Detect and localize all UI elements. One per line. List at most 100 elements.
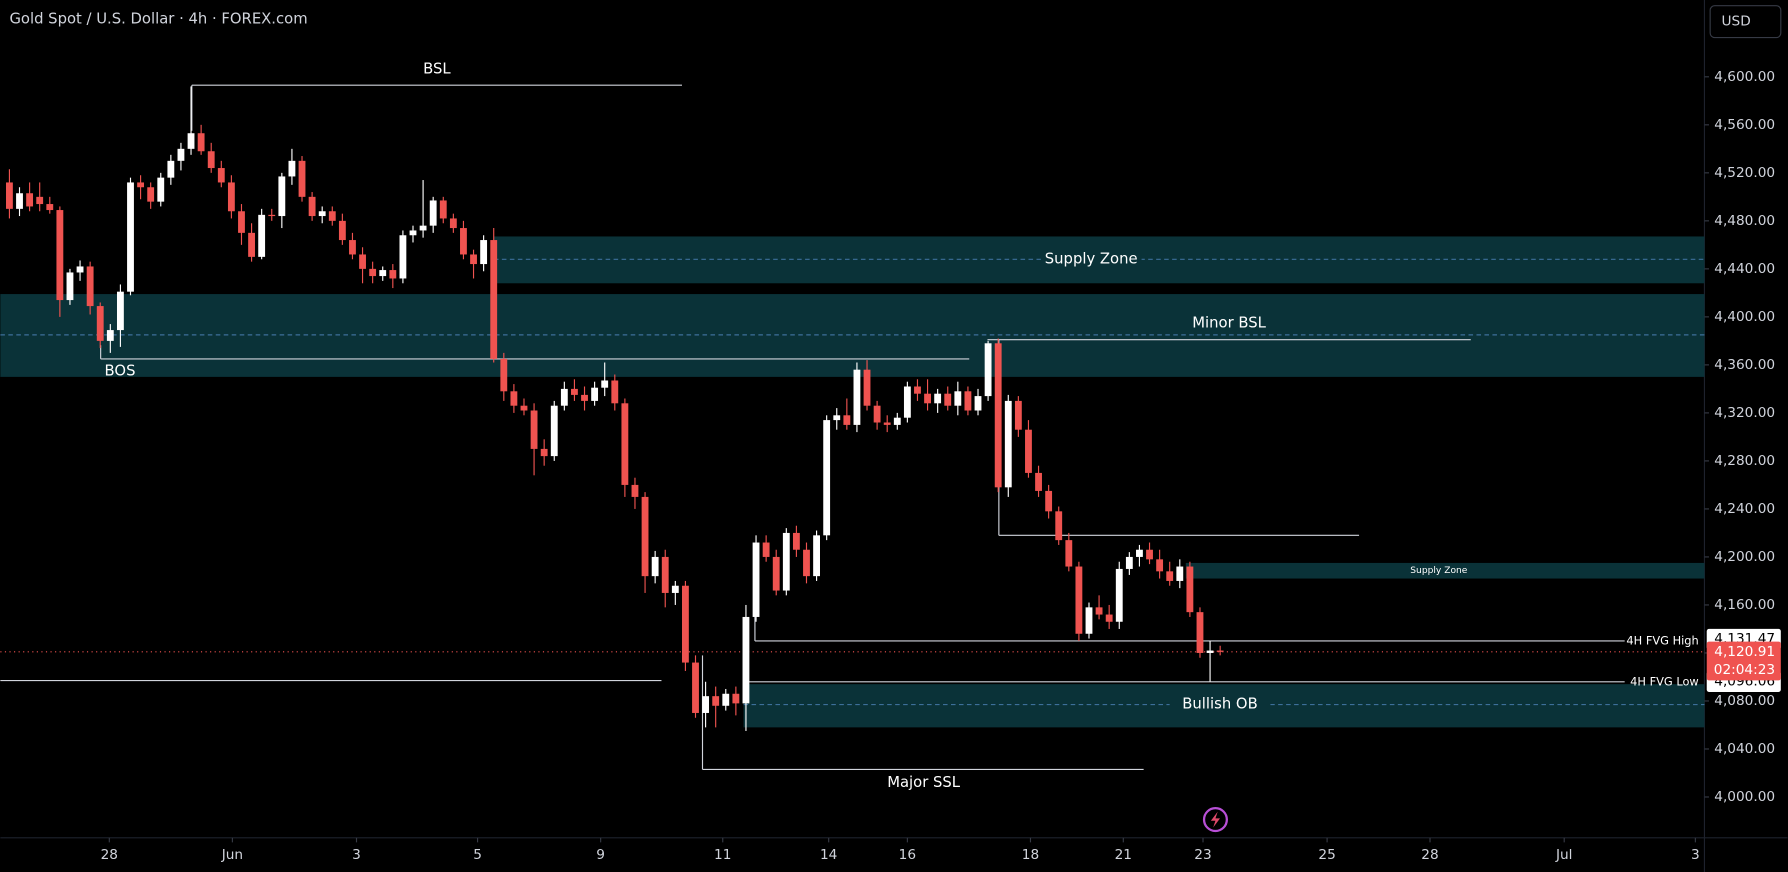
candle-body <box>258 214 266 257</box>
candle-body <box>1166 571 1174 581</box>
x-tick-label: 23 <box>1194 847 1211 863</box>
candle-body <box>651 556 659 577</box>
candle-body <box>954 391 962 406</box>
alert-icon[interactable] <box>1202 807 1228 833</box>
y-tick-label: 4,400.00 <box>1714 309 1775 325</box>
candle-body <box>550 405 558 457</box>
x-tick-label: 21 <box>1115 847 1132 863</box>
y-tick-label: 4,440.00 <box>1714 261 1775 277</box>
candle-body <box>1075 566 1083 634</box>
candle-body <box>1085 607 1093 634</box>
candle-body <box>1045 490 1053 512</box>
y-tick-label: 4,480.00 <box>1714 213 1775 229</box>
y-tick-label: 4,320.00 <box>1714 405 1775 421</box>
candle-body <box>1035 472 1042 491</box>
x-tick-label: 5 <box>473 847 482 863</box>
candle-body <box>460 228 467 255</box>
candle-body <box>278 176 286 217</box>
level-label: 4H FVG High <box>1626 633 1698 647</box>
candle-body <box>813 535 820 577</box>
candle-body <box>56 210 64 301</box>
candle-body <box>883 422 891 425</box>
currency-button[interactable] <box>1709 5 1782 39</box>
candle-body <box>1065 540 1073 567</box>
candle-body <box>621 403 629 485</box>
candle-body <box>540 448 548 457</box>
y-tick-label: 4,000.00 <box>1714 789 1775 805</box>
candle-body <box>1004 400 1012 488</box>
candle-body <box>429 200 437 226</box>
candle-body <box>36 196 44 205</box>
level-label: BOS <box>105 362 136 379</box>
zone-label-bg <box>1040 250 1142 269</box>
candle-body <box>893 417 901 425</box>
candle-body <box>782 532 790 591</box>
y-tick-label: 4,600.00 <box>1714 69 1775 85</box>
candle-body <box>772 556 780 591</box>
x-tick-label: 14 <box>820 847 837 863</box>
candle-body <box>106 330 114 341</box>
candle-body <box>903 386 911 418</box>
candle-body <box>359 254 366 269</box>
candle-body <box>389 270 397 279</box>
candle-body <box>298 160 306 197</box>
plot-area: Supply Zone Supply Zone Bullish OB BSL BOS Mi… <box>0 60 1705 791</box>
candle-body <box>86 266 94 307</box>
candle-body <box>762 542 770 557</box>
candle-body <box>974 396 982 411</box>
candle-body <box>1176 566 1184 581</box>
candle-body <box>671 585 679 593</box>
candle-body <box>409 230 417 236</box>
candle-body <box>369 268 377 277</box>
x-tick-label: 25 <box>1318 847 1335 863</box>
candle-body <box>419 225 427 231</box>
last-price-label: 4,120.91 <box>1714 644 1775 660</box>
candle-body <box>248 232 255 257</box>
chart-title: Gold Spot / U.S. Dollar · 4h · FOREX.com <box>9 10 307 27</box>
candle-body <box>1125 556 1133 569</box>
candle-body <box>480 240 488 265</box>
candle-body <box>994 343 1002 488</box>
candle-body <box>207 151 215 169</box>
zone <box>0 294 1705 377</box>
candle-body <box>1014 400 1022 430</box>
candle-body <box>924 393 931 404</box>
candle-body <box>631 484 639 497</box>
candle-body <box>853 369 861 425</box>
candle-body <box>712 696 720 706</box>
y-tick-label: 4,200.00 <box>1714 549 1775 565</box>
candle-body <box>702 696 710 713</box>
candle-body <box>470 254 477 265</box>
y-tick-label: 4,040.00 <box>1714 741 1775 757</box>
y-tick-label: 4,160.00 <box>1714 597 1775 613</box>
candle-body <box>641 496 649 577</box>
candle-body <box>217 168 225 183</box>
candle-body <box>16 193 23 209</box>
zone-label-bg <box>1407 565 1470 577</box>
level-label: 4H FVG Low <box>1630 674 1699 688</box>
currency-label[interactable]: USD <box>1722 14 1751 30</box>
candle-body <box>530 410 538 449</box>
candle-body <box>1156 559 1164 572</box>
candle-body <box>96 306 104 341</box>
x-tick-label: 16 <box>899 847 916 863</box>
candle-body <box>147 187 155 202</box>
candle-body <box>601 380 609 388</box>
x-tick-label: 3 <box>352 847 361 863</box>
countdown: 02:04:23 <box>1714 662 1775 678</box>
candle-body <box>167 160 175 178</box>
candle-body <box>732 693 740 704</box>
candle-body <box>187 133 195 149</box>
candle-body <box>308 196 316 217</box>
y-tick-label: 4,080.00 <box>1714 693 1775 709</box>
candle-body <box>681 585 689 663</box>
y-tick-label: 4,360.00 <box>1714 357 1775 373</box>
candle-body <box>268 214 276 217</box>
candle-body <box>833 415 841 421</box>
candle-body <box>6 182 13 209</box>
level-label: BSL <box>423 60 451 77</box>
candle-body <box>439 200 447 219</box>
candle-body <box>127 182 134 292</box>
